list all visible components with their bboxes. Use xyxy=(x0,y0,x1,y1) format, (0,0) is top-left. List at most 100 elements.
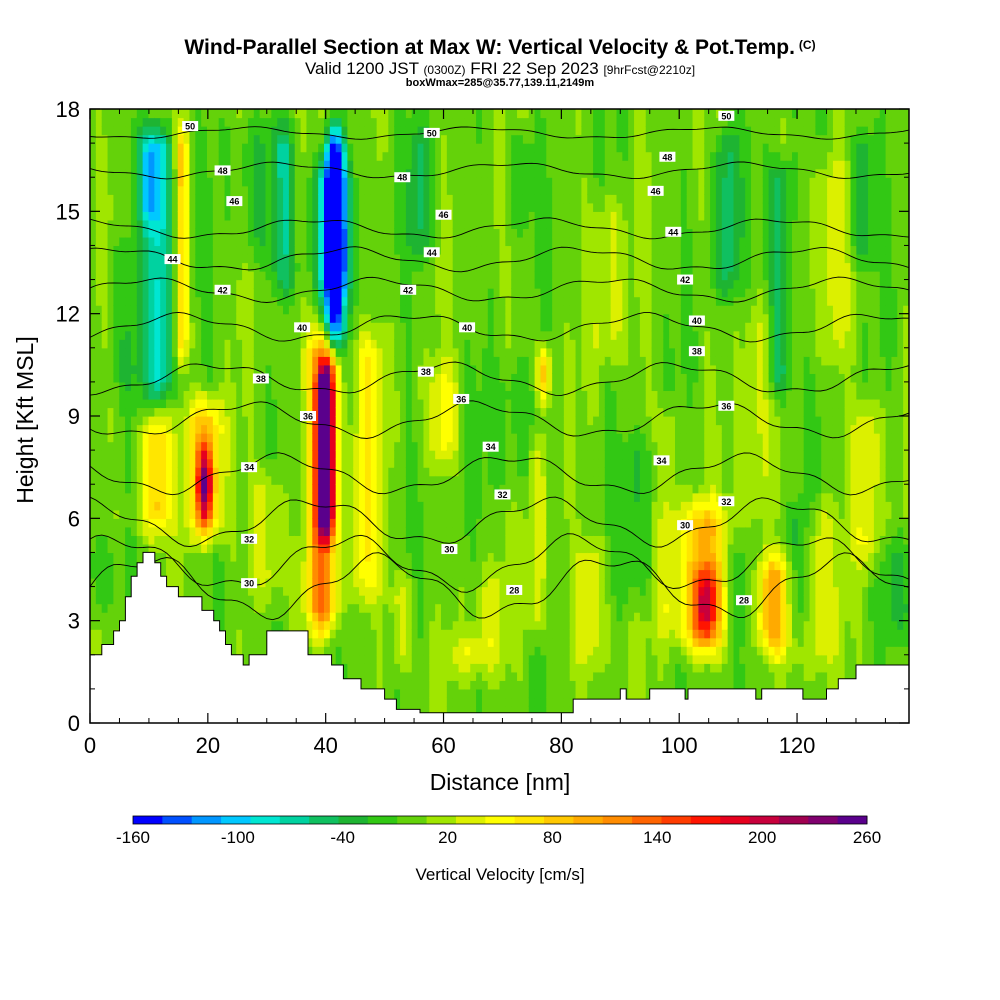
velocity-cell xyxy=(382,381,389,392)
velocity-cell xyxy=(464,620,471,630)
velocity-cell xyxy=(288,535,296,545)
velocity-cell xyxy=(136,458,144,468)
velocity-cell xyxy=(136,109,144,119)
velocity-cell xyxy=(335,381,343,392)
velocity-cell xyxy=(201,586,208,596)
velocity-cell xyxy=(476,236,483,247)
velocity-cell xyxy=(247,373,255,383)
velocity-cell xyxy=(441,518,448,528)
velocity-cell xyxy=(177,373,185,383)
velocity-cell xyxy=(247,339,255,349)
velocity-cell xyxy=(324,569,331,579)
velocity-cell xyxy=(247,629,255,639)
velocity-cell xyxy=(201,143,208,153)
velocity-cell xyxy=(306,288,313,298)
velocity-cell xyxy=(130,450,138,460)
velocity-cell xyxy=(183,569,191,579)
velocity-cell xyxy=(271,117,278,127)
velocity-cell xyxy=(405,390,413,400)
velocity-cell xyxy=(136,117,144,127)
velocity-cell xyxy=(242,271,249,281)
velocity-cell xyxy=(470,390,477,400)
velocity-cell xyxy=(452,663,460,673)
velocity-cell xyxy=(207,134,214,144)
velocity-cell xyxy=(359,390,366,400)
velocity-cell xyxy=(382,467,389,477)
velocity-cell xyxy=(95,117,103,127)
velocity-cell xyxy=(148,364,155,374)
velocity-cell xyxy=(312,390,319,400)
velocity-cell xyxy=(136,475,144,485)
velocity-cell xyxy=(101,151,109,161)
velocity-cell xyxy=(312,271,319,281)
velocity-cell xyxy=(382,151,389,161)
velocity-cell xyxy=(224,612,231,622)
velocity-cell xyxy=(177,245,185,255)
velocity-cell xyxy=(160,288,167,298)
velocity-cell xyxy=(107,313,114,323)
velocity-cell xyxy=(218,185,226,195)
velocity-cell xyxy=(236,441,243,451)
velocity-cell xyxy=(324,560,331,571)
velocity-cell xyxy=(400,552,407,562)
velocity-cell xyxy=(142,509,150,519)
velocity-cell xyxy=(347,398,354,409)
velocity-cell xyxy=(481,646,489,656)
velocity-cell xyxy=(212,151,220,161)
velocity-cell xyxy=(130,288,138,298)
velocity-cell xyxy=(464,705,471,716)
velocity-cell xyxy=(277,586,284,596)
velocity-cell xyxy=(382,134,389,144)
velocity-cell xyxy=(394,612,401,622)
velocity-cell xyxy=(189,339,196,349)
velocity-cell xyxy=(142,475,150,485)
velocity-cell xyxy=(95,126,103,136)
velocity-cell xyxy=(446,518,454,528)
velocity-cell xyxy=(487,347,495,357)
velocity-cell xyxy=(341,441,348,451)
velocity-cell xyxy=(154,296,161,306)
velocity-cell xyxy=(476,398,483,409)
velocity-cell xyxy=(95,390,103,400)
velocity-cell xyxy=(195,356,202,366)
velocity-cell xyxy=(130,543,138,554)
velocity-cell xyxy=(218,433,226,443)
velocity-cell xyxy=(277,305,284,315)
velocity-cell xyxy=(259,484,267,494)
velocity-cell xyxy=(253,620,261,630)
velocity-cell xyxy=(230,126,237,136)
velocity-cell xyxy=(347,373,354,383)
velocity-cell xyxy=(458,330,465,340)
velocity-cell xyxy=(329,364,337,374)
velocity-cell xyxy=(119,535,126,545)
velocity-cell xyxy=(470,117,477,127)
velocity-cell xyxy=(230,424,237,434)
velocity-cell xyxy=(435,467,442,477)
velocity-cell xyxy=(189,296,196,306)
velocity-cell xyxy=(464,228,471,238)
velocity-cell xyxy=(288,236,296,247)
velocity-cell xyxy=(300,313,308,323)
velocity-cell xyxy=(265,578,272,588)
velocity-cell xyxy=(136,467,144,477)
velocity-cell xyxy=(101,441,109,451)
velocity-cell xyxy=(441,637,448,647)
velocity-cell xyxy=(341,194,348,204)
velocity-cell xyxy=(265,109,272,119)
velocity-cell xyxy=(212,202,220,212)
velocity-cell xyxy=(329,535,337,545)
velocity-cell xyxy=(306,228,313,238)
velocity-cell xyxy=(347,236,354,247)
velocity-cell xyxy=(218,518,226,528)
velocity-cell xyxy=(201,484,208,494)
velocity-cell xyxy=(423,296,430,306)
velocity-cell xyxy=(236,398,243,409)
velocity-cell xyxy=(476,211,483,221)
velocity-cell xyxy=(464,347,471,357)
velocity-cell xyxy=(388,271,395,281)
velocity-cell xyxy=(90,543,97,554)
velocity-cell xyxy=(242,543,249,554)
velocity-cell xyxy=(429,211,436,221)
velocity-cell xyxy=(435,219,442,229)
velocity-cell xyxy=(364,271,372,281)
